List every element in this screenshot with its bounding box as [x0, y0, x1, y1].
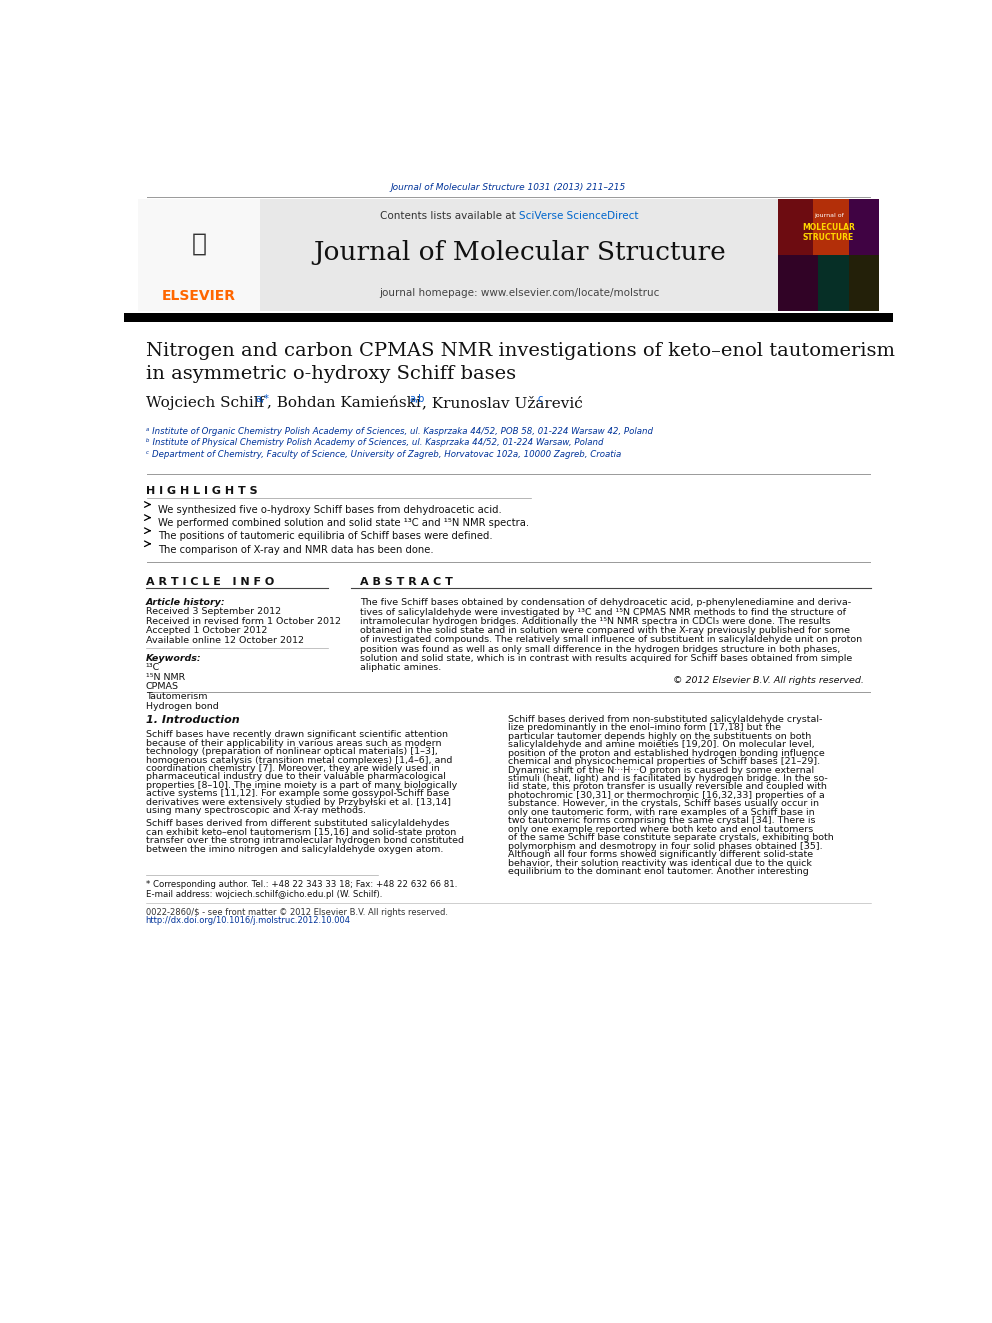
Text: solution and solid state, which is in contrast with results acquired for Schiff : solution and solid state, which is in co…: [360, 654, 853, 663]
Text: technology (preparation of nonlinear optical materials) [1–3],: technology (preparation of nonlinear opt…: [146, 747, 437, 755]
Text: c: c: [538, 394, 544, 404]
Text: E-mail address: wojciech.schilf@icho.edu.pl (W. Schilf).: E-mail address: wojciech.schilf@icho.edu…: [146, 890, 382, 900]
Text: Article history:: Article history:: [146, 598, 225, 607]
Text: A R T I C L E   I N F O: A R T I C L E I N F O: [146, 577, 274, 587]
Text: ¹³C: ¹³C: [146, 663, 160, 672]
Text: of investigated compounds. The relatively small influence of substituent in sali: of investigated compounds. The relativel…: [360, 635, 862, 644]
Text: tives of salicylaldehyde were investigated by ¹³C and ¹⁵N CPMAS NMR methods to f: tives of salicylaldehyde were investigat…: [360, 607, 846, 617]
Text: aliphatic amines.: aliphatic amines.: [360, 663, 441, 672]
Text: Schiff bases derived from different substituted salicylaldehydes: Schiff bases derived from different subs…: [146, 819, 449, 828]
Text: SciVerse ScienceDirect: SciVerse ScienceDirect: [519, 210, 639, 221]
Text: salicylaldehyde and amine moieties [19,20]. On molecular level,: salicylaldehyde and amine moieties [19,2…: [509, 740, 815, 749]
Text: Hydrogen bond: Hydrogen bond: [146, 701, 218, 710]
Text: We performed combined solution and solid state ¹³C and ¹⁵N NMR spectra.: We performed combined solution and solid…: [158, 519, 529, 528]
Bar: [848, 198, 879, 255]
Text: MOLECULAR
STRUCTURE: MOLECULAR STRUCTURE: [803, 222, 855, 242]
Text: ELSEVIER: ELSEVIER: [162, 288, 236, 303]
Text: particular tautomer depends highly on the substituents on both: particular tautomer depends highly on th…: [509, 732, 811, 741]
Text: obtained in the solid state and in solution were compared with the X-ray previou: obtained in the solid state and in solut…: [360, 626, 850, 635]
Text: The positions of tautomeric equilibria of Schiff bases were defined.: The positions of tautomeric equilibria o…: [158, 532, 493, 541]
Text: Received in revised form 1 October 2012: Received in revised form 1 October 2012: [146, 617, 340, 626]
Text: 0022-2860/$ - see front matter © 2012 Elsevier B.V. All rights reserved.: 0022-2860/$ - see front matter © 2012 El…: [146, 908, 447, 917]
Text: derivatives were extensively studied by Przybyłski et al. [13,14]: derivatives were extensively studied by …: [146, 798, 450, 807]
Bar: [778, 198, 813, 255]
Bar: [260, 198, 778, 311]
Text: Journal of Molecular Structure 1031 (2013) 211–215: Journal of Molecular Structure 1031 (201…: [391, 184, 626, 192]
Text: H I G H L I G H T S: H I G H L I G H T S: [146, 486, 257, 496]
Text: active systems [11,12]. For example some gossypol-Schiff base: active systems [11,12]. For example some…: [146, 790, 449, 798]
Text: position of the proton and established hydrogen bonding influence: position of the proton and established h…: [509, 749, 825, 758]
Text: We synthesized five o-hydroxy Schiff bases from dehydroacetic acid.: We synthesized five o-hydroxy Schiff bas…: [158, 505, 502, 515]
Text: equilibrium to the dominant enol tautomer. Another interesting: equilibrium to the dominant enol tautome…: [509, 867, 809, 876]
Text: ¹⁵N NMR: ¹⁵N NMR: [146, 672, 185, 681]
Text: journal of: journal of: [813, 213, 843, 218]
Text: Keywords:: Keywords:: [146, 654, 201, 663]
Text: only one tautomeric form, with rare examples of a Schiff base in: only one tautomeric form, with rare exam…: [509, 808, 815, 816]
Text: Wojciech Schilf: Wojciech Schilf: [146, 396, 264, 410]
Text: two tautomeric forms comprising the same crystal [34]. There is: two tautomeric forms comprising the same…: [509, 816, 815, 826]
Text: Schiff bases have recently drawn significant scientific attention: Schiff bases have recently drawn signifi…: [146, 730, 447, 740]
Text: Dynamic shift of the N···H···O proton is caused by some external: Dynamic shift of the N···H···O proton is…: [509, 766, 814, 774]
Text: homogenous catalysis (transition metal complexes) [1,4–6], and: homogenous catalysis (transition metal c…: [146, 755, 452, 765]
Bar: [778, 255, 818, 311]
Text: , Bohdan Kamieński: , Bohdan Kamieński: [268, 396, 422, 410]
Bar: [813, 198, 848, 255]
Text: a,*: a,*: [256, 394, 270, 404]
Text: 1. Introduction: 1. Introduction: [146, 714, 239, 725]
Text: journal homepage: www.elsevier.com/locate/molstruc: journal homepage: www.elsevier.com/locat…: [379, 287, 660, 298]
Text: of the same Schiff base constitute separate crystals, exhibiting both: of the same Schiff base constitute separ…: [509, 833, 834, 843]
Text: ᵃ Institute of Organic Chemistry Polish Academy of Sciences, ul. Kasprzaka 44/52: ᵃ Institute of Organic Chemistry Polish …: [146, 427, 653, 435]
Bar: [124, 312, 893, 321]
Text: CPMAS: CPMAS: [146, 683, 179, 692]
Text: A B S T R A C T: A B S T R A C T: [360, 577, 453, 587]
Text: lize predominantly in the enol–imino form [17,18] but the: lize predominantly in the enol–imino for…: [509, 724, 782, 732]
Text: , Krunoslav Užarević: , Krunoslav Užarević: [422, 396, 582, 410]
Text: ᵇ Institute of Physical Chemistry Polish Academy of Sciences, ul. Kasprzaka 44/5: ᵇ Institute of Physical Chemistry Polish…: [146, 438, 603, 447]
Text: can exhibit keto–enol tautomerism [15,16] and solid-state proton: can exhibit keto–enol tautomerism [15,16…: [146, 828, 456, 837]
Text: polymorphism and desmotropy in four solid phases obtained [35].: polymorphism and desmotropy in four soli…: [509, 841, 823, 851]
Text: 🌲: 🌲: [191, 232, 206, 255]
Text: using many spectroscopic and X-ray methods.: using many spectroscopic and X-ray metho…: [146, 806, 366, 815]
Text: http://dx.doi.org/10.1016/j.molstruc.2012.10.004: http://dx.doi.org/10.1016/j.molstruc.201…: [146, 917, 351, 926]
Text: lid state, this proton transfer is usually reversible and coupled with: lid state, this proton transfer is usual…: [509, 782, 827, 791]
Text: Tautomerism: Tautomerism: [146, 692, 207, 701]
Bar: [848, 255, 879, 311]
Text: between the imino nitrogen and salicylaldehyde oxygen atom.: between the imino nitrogen and salicylal…: [146, 845, 443, 853]
Text: substance. However, in the crystals, Schiff bases usually occur in: substance. However, in the crystals, Sch…: [509, 799, 819, 808]
Text: Although all four forms showed significantly different solid-state: Although all four forms showed significa…: [509, 851, 813, 859]
Bar: [138, 198, 260, 311]
Text: Available online 12 October 2012: Available online 12 October 2012: [146, 636, 304, 644]
Text: in asymmetric o-hydroxy Schiff bases: in asymmetric o-hydroxy Schiff bases: [146, 365, 516, 384]
Text: photochromic [30,31] or thermochromic [16,32,33] properties of a: photochromic [30,31] or thermochromic [1…: [509, 791, 825, 800]
Text: Schiff bases derived from non-substituted salicylaldehyde crystal-: Schiff bases derived from non-substitute…: [509, 714, 822, 724]
Text: a,b: a,b: [410, 394, 425, 404]
Text: Received 3 September 2012: Received 3 September 2012: [146, 607, 281, 617]
Text: The five Schiff bases obtained by condensation of dehydroacetic acid, p-phenylen: The five Schiff bases obtained by conden…: [360, 598, 851, 607]
Text: transfer over the strong intramolecular hydrogen bond constituted: transfer over the strong intramolecular …: [146, 836, 463, 845]
Text: The comparison of X-ray and NMR data has been done.: The comparison of X-ray and NMR data has…: [158, 545, 434, 554]
Text: Accepted 1 October 2012: Accepted 1 October 2012: [146, 626, 267, 635]
Text: coordination chemistry [7]. Moreover, they are widely used in: coordination chemistry [7]. Moreover, th…: [146, 763, 439, 773]
Text: position was found as well as only small difference in the hydrogen bridges stru: position was found as well as only small…: [360, 644, 840, 654]
Text: * Corresponding author. Tel.: +48 22 343 33 18; Fax: +48 22 632 66 81.: * Corresponding author. Tel.: +48 22 343…: [146, 880, 457, 889]
Text: intramolecular hydrogen bridges. Additionally the ¹⁵N NMR spectra in CDCl₃ were : intramolecular hydrogen bridges. Additio…: [360, 617, 831, 626]
Text: only one example reported where both keto and enol tautomers: only one example reported where both ket…: [509, 824, 813, 833]
Text: Journal of Molecular Structure: Journal of Molecular Structure: [312, 241, 725, 265]
Bar: [818, 255, 848, 311]
Text: Contents lists available at: Contents lists available at: [380, 210, 519, 221]
Text: stimuli (heat, light) and is facilitated by hydrogen bridge. In the so-: stimuli (heat, light) and is facilitated…: [509, 774, 828, 783]
Text: behavior, their solution reactivity was identical due to the quick: behavior, their solution reactivity was …: [509, 859, 812, 868]
Text: properties [8–10]. The imine moiety is a part of many biologically: properties [8–10]. The imine moiety is a…: [146, 781, 457, 790]
Bar: [778, 198, 879, 311]
Text: chemical and physicochemical properties of Schiff bases [21–29].: chemical and physicochemical properties …: [509, 757, 820, 766]
Text: because of their applicability in various areas such as modern: because of their applicability in variou…: [146, 738, 441, 747]
Text: © 2012 Elsevier B.V. All rights reserved.: © 2012 Elsevier B.V. All rights reserved…: [674, 676, 864, 685]
Text: ᶜ Department of Chemistry, Faculty of Science, University of Zagreb, Horvatovac : ᶜ Department of Chemistry, Faculty of Sc…: [146, 450, 621, 459]
Text: Nitrogen and carbon CPMAS NMR investigations of keto–enol tautomerism: Nitrogen and carbon CPMAS NMR investigat…: [146, 343, 895, 360]
Text: pharmaceutical industry due to their valuable pharmacological: pharmaceutical industry due to their val…: [146, 773, 445, 782]
